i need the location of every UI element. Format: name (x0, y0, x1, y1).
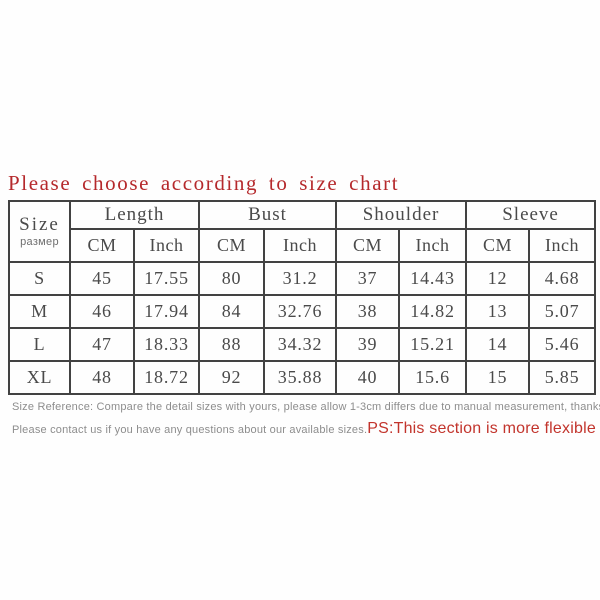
unit-header-shoulder-cm: CM (335, 228, 401, 263)
notes-section: Size Reference: Compare the detail sizes… (8, 401, 600, 438)
cell-sleeve-inch: 5.85 (528, 360, 597, 395)
cell-bust-cm: 80 (198, 261, 266, 296)
cell-shoulder-cm: 40 (335, 360, 401, 395)
cell-length-inch: 17.55 (132, 261, 201, 296)
cell-size: S (8, 261, 71, 296)
cell-length-cm: 45 (69, 261, 135, 296)
cell-sleeve-cm: 12 (465, 261, 531, 296)
page: Please choose according to size chart Si… (8, 171, 600, 438)
size-chart-table: Size размер Length Bust Shoulder Sleeve … (8, 200, 597, 395)
size-sublabel: размер (20, 236, 59, 248)
cell-sleeve-cm: 15 (465, 360, 531, 395)
group-header-shoulder: Shoulder (335, 200, 468, 230)
cell-length-inch: 18.72 (132, 360, 201, 395)
page-title: Please choose according to size chart (8, 171, 400, 195)
size-reference-note: Size Reference: Compare the detail sizes… (12, 401, 600, 413)
cell-sleeve-inch: 5.46 (528, 327, 597, 362)
cell-bust-cm: 84 (198, 294, 266, 329)
cell-bust-cm: 88 (198, 327, 266, 362)
cell-shoulder-inch: 14.82 (398, 294, 468, 329)
cell-shoulder-inch: 15.21 (398, 327, 468, 362)
cell-length-inch: 18.33 (132, 327, 201, 362)
table-row-s: S 45 17.55 80 31.2 37 14.43 12 4.68 (8, 261, 597, 296)
unit-header-length-cm: CM (69, 228, 135, 263)
cell-shoulder-inch: 14.43 (398, 261, 468, 296)
contact-note: Please contact us if you have any questi… (12, 420, 596, 438)
cell-shoulder-cm: 38 (335, 294, 401, 329)
table-row-m: M 46 17.94 84 32.76 38 14.82 13 5.07 (8, 294, 597, 329)
unit-header-length-inch: Inch (132, 228, 201, 263)
table-row-xl: XL 48 18.72 92 35.88 40 15.6 15 5.85 (8, 360, 597, 395)
cell-sleeve-inch: 5.07 (528, 294, 597, 329)
cell-bust-inch: 31.2 (263, 261, 338, 296)
cell-shoulder-cm: 39 (335, 327, 401, 362)
cell-length-inch: 17.94 (132, 294, 201, 329)
cell-size: L (8, 327, 71, 362)
cell-size: M (8, 294, 71, 329)
cell-sleeve-cm: 13 (465, 294, 531, 329)
unit-header-sleeve-inch: Inch (528, 228, 597, 263)
cell-sleeve-inch: 4.68 (528, 261, 597, 296)
unit-header-bust-inch: Inch (263, 228, 338, 263)
cell-bust-inch: 32.76 (263, 294, 338, 329)
contact-note-text: Please contact us if you have any questi… (12, 424, 368, 436)
cell-shoulder-cm: 37 (335, 261, 401, 296)
table-unit-header-row: CM Inch CM Inch CM Inch CM Inch (9, 228, 597, 263)
group-header-sleeve: Sleeve (465, 200, 597, 230)
cell-length-cm: 48 (69, 360, 135, 395)
group-header-bust: Bust (198, 200, 338, 230)
cell-length-cm: 46 (69, 294, 135, 329)
cell-bust-inch: 35.88 (263, 360, 338, 395)
size-column-header: Size размер (8, 200, 71, 263)
table-group-header-row: Size размер Length Bust Shoulder Sleeve (8, 200, 597, 263)
flexible-highlight: PS:This section is more flexible (367, 420, 596, 437)
size-label: Size (19, 214, 60, 235)
unit-header-sleeve-cm: CM (465, 228, 531, 263)
cell-bust-inch: 34.32 (263, 327, 338, 362)
unit-header-bust-cm: CM (198, 228, 266, 263)
group-header-length: Length (68, 200, 201, 230)
cell-size: XL (8, 360, 71, 395)
cell-bust-cm: 92 (198, 360, 266, 395)
cell-shoulder-inch: 15.6 (398, 360, 468, 395)
cell-sleeve-cm: 14 (465, 327, 531, 362)
unit-header-shoulder-inch: Inch (398, 228, 468, 263)
cell-length-cm: 47 (69, 327, 135, 362)
table-row-l: L 47 18.33 88 34.32 39 15.21 14 5.46 (8, 327, 597, 362)
